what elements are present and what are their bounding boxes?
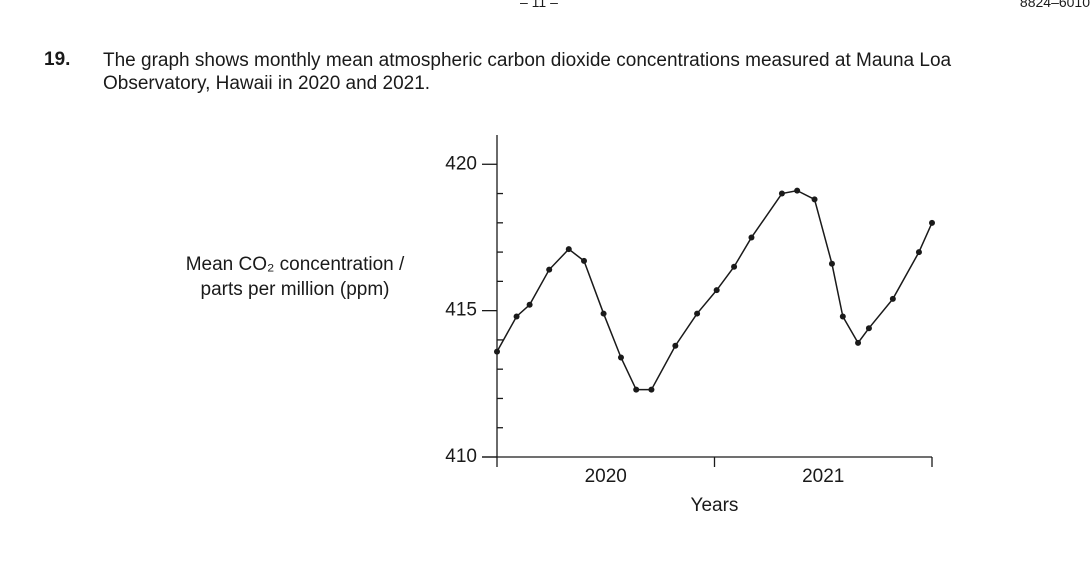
data-point [672,342,679,349]
data-point [811,196,818,203]
data-point [546,266,553,273]
data-point [929,219,935,226]
y-axis-title: parts per million (ppm) [201,279,390,300]
data-point [713,287,720,294]
question-text: The graph shows monthly mean atmospheric… [103,50,952,94]
data-point [600,310,607,317]
y-tick-label: 415 [445,300,477,321]
data-point [581,257,587,264]
data-point [731,263,738,270]
data-point [778,190,785,197]
paper-code: 8824–6010 [1019,0,1090,10]
x-category-label: 2021 [802,466,844,487]
data-point [513,313,520,320]
data-point [855,339,862,346]
x-category-label: 2020 [585,466,627,487]
data-point [839,313,846,320]
data-point [565,246,572,253]
x-axis-title: Years [691,495,739,516]
y-axis-title: Mean CO₂ concentration / [186,254,405,275]
y-tick-label: 410 [445,446,477,467]
data-point [494,348,500,355]
data-point [694,310,701,317]
data-point [794,187,801,194]
question-number: 19. [44,49,71,70]
page-number: – 11 – [520,0,558,10]
data-point [828,260,835,267]
data-point [526,301,533,308]
data-point [889,295,896,302]
data-point [865,325,872,332]
data-point [748,234,755,241]
data-point [617,354,624,361]
data-point [648,386,655,393]
y-tick-label: 420 [445,153,477,174]
data-point [915,249,922,256]
data-point [633,386,640,393]
